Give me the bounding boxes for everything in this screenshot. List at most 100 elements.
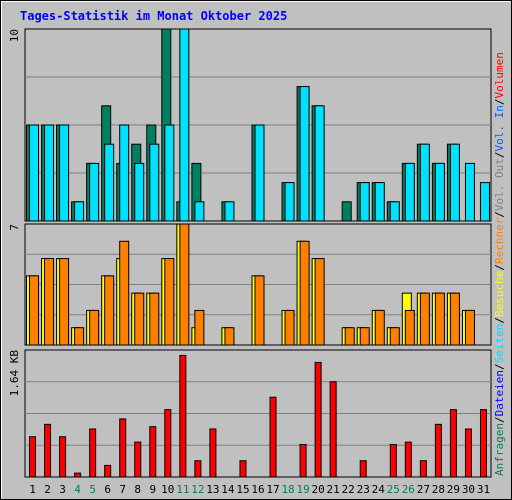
legend-entry: / bbox=[493, 416, 506, 423]
legend-entry: / bbox=[493, 264, 506, 271]
legend-entry: Besuche bbox=[493, 271, 506, 317]
bar-volumen-3 bbox=[59, 436, 67, 478]
legend-entry: Anfragen bbox=[493, 423, 506, 476]
bar-anfragen-22 bbox=[341, 201, 352, 222]
x-tick-label: 8 bbox=[134, 483, 141, 496]
x-tick-label: 6 bbox=[104, 483, 111, 496]
bar-rechner-8 bbox=[134, 292, 145, 346]
bar-volumen-31 bbox=[479, 409, 487, 478]
bar-rechner-24 bbox=[374, 309, 385, 346]
x-tick-label: 12 bbox=[191, 483, 204, 496]
bar-rechner-10 bbox=[164, 258, 175, 346]
legend-entry: Volumen bbox=[493, 52, 506, 98]
bar-seiten-29 bbox=[449, 143, 460, 222]
bar-seiten-30 bbox=[464, 162, 475, 222]
x-tick-label: 18 bbox=[281, 483, 294, 496]
bar-rechner-25 bbox=[389, 327, 400, 346]
bar-rechner-5 bbox=[89, 309, 100, 346]
bar-volumen-19 bbox=[299, 443, 307, 478]
x-tick-label: 4 bbox=[74, 483, 81, 496]
legend-entry: Vol. Out bbox=[493, 158, 506, 211]
x-tick-label: 3 bbox=[59, 483, 66, 496]
bar-volumen-27 bbox=[419, 460, 427, 478]
bar-volumen-4 bbox=[74, 472, 82, 478]
bar-volumen-28 bbox=[434, 423, 442, 478]
bar-seiten-5 bbox=[89, 162, 100, 222]
legend-entry: Vol. In bbox=[493, 105, 506, 151]
bar-seiten-14 bbox=[224, 201, 235, 222]
bar-seiten-4 bbox=[74, 201, 85, 222]
bar-volumen-25 bbox=[389, 443, 397, 478]
bar-seiten-19 bbox=[299, 86, 310, 222]
legend-entry: Rechner bbox=[493, 217, 506, 264]
panel-middle: 7 bbox=[8, 223, 492, 346]
bar-volumen-20 bbox=[314, 361, 322, 478]
x-tick-label: 1 bbox=[29, 483, 36, 496]
legend-entry: Dateien bbox=[493, 370, 506, 416]
legend-entry: / bbox=[493, 151, 506, 158]
x-tick-label: 26 bbox=[402, 483, 415, 496]
x-tick-label: 27 bbox=[417, 483, 430, 496]
bar-volumen-9 bbox=[149, 426, 157, 478]
bar-volumen-12 bbox=[194, 460, 202, 478]
bar-seiten-3 bbox=[59, 124, 70, 222]
x-tick-label: 11 bbox=[176, 483, 189, 496]
x-tick-label: 19 bbox=[296, 483, 309, 496]
bar-volumen-10 bbox=[164, 409, 172, 478]
x-tick-label: 29 bbox=[447, 483, 460, 496]
bar-rechner-1 bbox=[29, 275, 40, 346]
bar-seiten-8 bbox=[134, 162, 145, 222]
bar-rechner-22 bbox=[344, 327, 355, 346]
bar-seiten-2 bbox=[44, 124, 55, 222]
bar-seiten-6 bbox=[104, 143, 115, 222]
x-tick-label: 28 bbox=[432, 483, 445, 496]
x-tick-label: 31 bbox=[477, 483, 490, 496]
bar-rechner-3 bbox=[59, 258, 70, 346]
bar-rechner-18 bbox=[284, 309, 295, 346]
bar-rechner-27 bbox=[419, 292, 430, 346]
x-tick-label: 30 bbox=[462, 483, 475, 496]
bar-seiten-10 bbox=[164, 124, 175, 222]
bar-seiten-26 bbox=[404, 162, 415, 222]
y-max-label-middle: 7 bbox=[8, 224, 21, 231]
x-tick-label: 15 bbox=[236, 483, 249, 496]
chart-title: Tages-Statistik im Monat Oktober 2025 bbox=[20, 9, 287, 23]
y-max-label-bottom: 1.64 KB bbox=[8, 350, 21, 397]
bar-rechner-14 bbox=[224, 327, 235, 346]
bar-rechner-12 bbox=[194, 309, 205, 346]
legend-entry: / bbox=[493, 317, 506, 324]
bar-volumen-11 bbox=[179, 354, 187, 478]
panel-top: 10 bbox=[8, 28, 492, 222]
bar-volumen-29 bbox=[449, 409, 457, 478]
bar-seiten-1 bbox=[29, 124, 40, 222]
side-legend-text: Anfragen/Dateien/Seiten/Besuche/Rechner/… bbox=[493, 52, 506, 476]
bar-seiten-9 bbox=[149, 143, 160, 222]
bar-rechner-29 bbox=[449, 292, 460, 346]
bar-rechner-11 bbox=[179, 223, 190, 346]
bar-volumen-26 bbox=[404, 441, 412, 478]
x-tick-label: 21 bbox=[327, 483, 340, 496]
bar-rechner-16 bbox=[254, 275, 265, 346]
bar-seiten-25 bbox=[389, 201, 400, 222]
bar-volumen-23 bbox=[359, 460, 367, 478]
bar-volumen-2 bbox=[44, 423, 52, 478]
x-tick-label: 25 bbox=[387, 483, 400, 496]
x-tick-label: 23 bbox=[357, 483, 370, 496]
bar-volumen-13 bbox=[209, 428, 217, 478]
bar-seiten-7 bbox=[119, 124, 130, 222]
legend-entry: Seiten bbox=[493, 324, 506, 364]
x-tick-label: 7 bbox=[119, 483, 126, 496]
x-tick-label: 10 bbox=[161, 483, 174, 496]
legend-entry: / bbox=[493, 211, 506, 218]
side-legend: Anfragen/Dateien/Seiten/Besuche/Rechner/… bbox=[493, 52, 506, 476]
bar-seiten-16 bbox=[254, 124, 265, 222]
x-tick-label: 16 bbox=[251, 483, 264, 496]
bar-seiten-28 bbox=[434, 162, 445, 222]
bar-volumen-17 bbox=[269, 396, 277, 478]
bar-rechner-30 bbox=[464, 309, 475, 346]
bar-volumen-21 bbox=[329, 381, 337, 478]
x-tick-label: 14 bbox=[221, 483, 235, 496]
bar-rechner-9 bbox=[149, 292, 160, 346]
bar-volumen-1 bbox=[29, 436, 37, 478]
